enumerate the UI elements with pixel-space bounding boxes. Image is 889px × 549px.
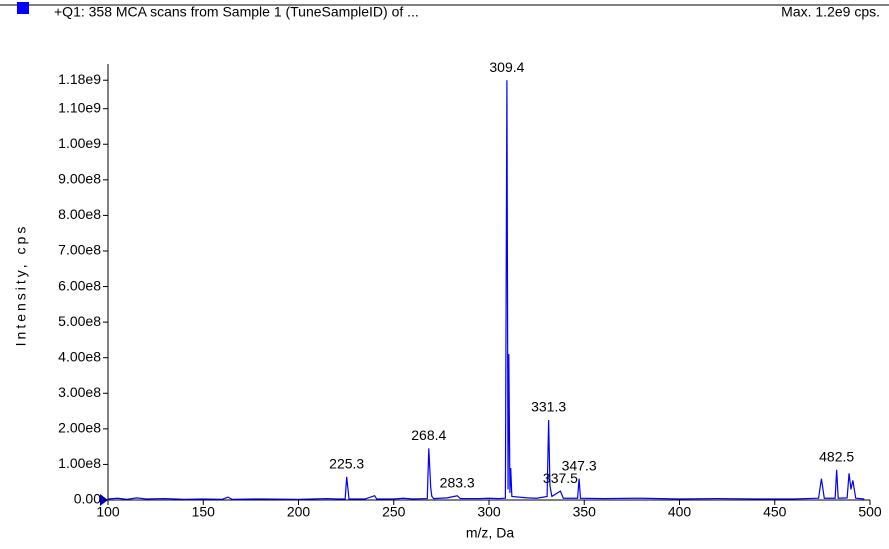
x-tick-label: 150 [192,504,216,520]
y-tick-label: 1.00e8 [58,455,101,471]
y-tick-label: 9.00e8 [58,171,101,187]
peak-label: 482.5 [819,448,854,464]
peak-label: 309.4 [489,59,524,75]
peak-label: 331.3 [531,399,566,415]
x-axis-label: m/z, Da [466,525,514,541]
x-tick-label: 400 [668,504,692,520]
peak-label: 337.5 [543,470,578,486]
x-tick-label: 250 [382,504,406,520]
y-tick-label: 2.00e8 [58,420,101,436]
legend-swatch [17,2,29,14]
chart-title: +Q1: 358 MCA scans from Sample 1 (TuneSa… [54,4,419,20]
y-axis-label: Intensity, cps [13,224,29,347]
peak-label: 347.3 [562,457,597,473]
y-tick-label: 8.00e8 [58,206,101,222]
max-label: Max. 1.2e9 cps. [781,4,880,20]
x-tick-label: 350 [573,504,597,520]
peak-label: 283.3 [440,474,475,490]
y-tick-label: 7.00e8 [58,242,101,258]
peak-label: 225.3 [329,456,364,472]
y-tick-label: 5.00e8 [58,313,101,329]
x-tick-label: 450 [763,504,787,520]
x-tick-label: 200 [287,504,311,520]
y-tick-label: 0.00 [74,491,101,507]
y-tick-label: 1.18e9 [58,71,101,87]
y-tick-label: 1.00e9 [58,135,101,151]
peak-label: 268.4 [411,427,446,443]
x-tick-label: 500 [858,504,882,520]
y-tick-label: 1.10e9 [58,99,101,115]
y-tick-label: 4.00e8 [58,348,101,364]
spectrum-line [107,80,865,500]
x-tick-label: 300 [477,504,501,520]
x-tick-label: 100 [96,504,120,520]
y-tick-label: 3.00e8 [58,384,101,400]
y-tick-label: 6.00e8 [58,277,101,293]
